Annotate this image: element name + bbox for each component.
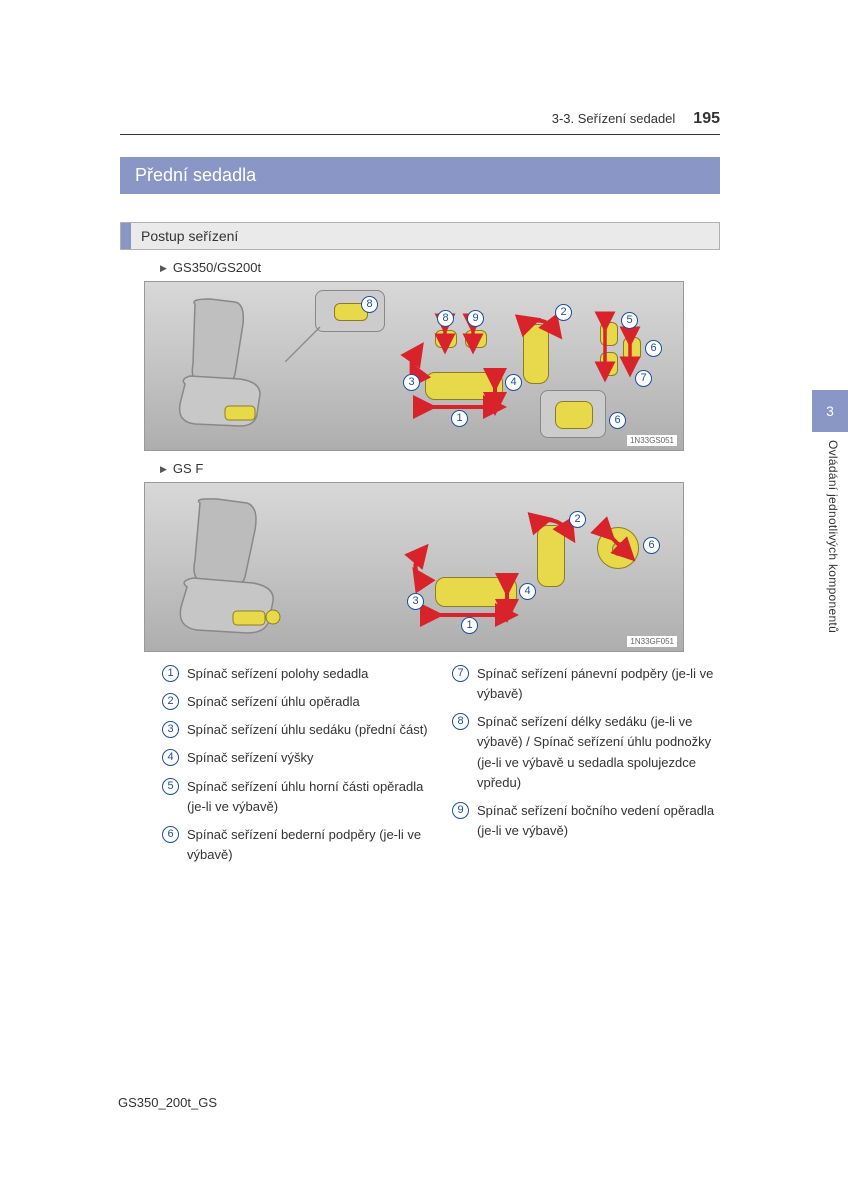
legend-num: 6 [162, 826, 179, 843]
model-label-1: GS350/GS200t [160, 260, 720, 275]
legend-text: Spínač seřízení bočního vedení opěradla … [477, 801, 720, 841]
legend-item: 1 Spínač seřízení polohy sedadla [162, 664, 430, 684]
legend-text: Spínač seřízení úhlu sedáku (přední část… [187, 720, 428, 740]
subheading-text: Postup seřízení [131, 223, 248, 249]
legend-text: Spínač seřízení pánevní podpěry (je-li v… [477, 664, 720, 704]
legend-text: Spínač seřízení polohy sedadla [187, 664, 368, 684]
callout-line [285, 322, 325, 362]
legend-item: 4 Spínač seřízení výšky [162, 748, 430, 768]
marker-8: 8 [361, 296, 378, 313]
chapter-title-vertical: Ovládání jednotlivých komponentů [826, 440, 840, 633]
legend-num: 1 [162, 665, 179, 682]
marker2-6: 6 [643, 537, 660, 554]
chapter-tab: 3 [812, 390, 848, 432]
footer-model: GS350_200t_GS [118, 1095, 217, 1110]
marker2-4: 4 [519, 583, 536, 600]
marker-6b: 6 [609, 412, 626, 429]
legend-item: 5 Spínač seřízení úhlu horní části opěrad… [162, 777, 430, 817]
legend-item: 6 Spínač seřízení bederní podpěry (je-li … [162, 825, 430, 865]
header-rule [120, 134, 720, 135]
section-label: 3-3. Seřízení sedadel [552, 111, 676, 126]
legend-num: 7 [452, 665, 469, 682]
marker-6a: 6 [645, 340, 662, 357]
marker2-1: 1 [461, 617, 478, 634]
legend-num: 2 [162, 693, 179, 710]
subheading-accent [121, 223, 131, 249]
marker-2: 2 [555, 304, 572, 321]
legend-col-left: 1 Spínač seřízení polohy sedadla 2 Spínač … [162, 664, 430, 873]
marker-5: 5 [621, 312, 638, 329]
page-number: 195 [693, 110, 720, 128]
chapter-number: 3 [826, 403, 834, 419]
legend-text: Spínač seřízení délky sedáku (je-li ve v… [477, 712, 720, 793]
legend-text: Spínač seřízení bederní podpěry (je-li v… [187, 825, 430, 865]
marker2-2: 2 [569, 511, 586, 528]
marker-3: 3 [403, 374, 420, 391]
legend-item: 3 Spínač seřízení úhlu sedáku (přední čás… [162, 720, 430, 740]
legend-num: 4 [162, 749, 179, 766]
legend-col-right: 7 Spínač seřízení pánevní podpěry (je-li … [452, 664, 720, 873]
legend-num: 8 [452, 713, 469, 730]
legend-text: Spínač seřízení úhlu opěradla [187, 692, 360, 712]
marker2-3: 3 [407, 593, 424, 610]
legend-num: 3 [162, 721, 179, 738]
legend-text: Spínač seřízení úhlu horní části opěradl… [187, 777, 430, 817]
legend-item: 7 Spínač seřízení pánevní podpěry (je-li … [452, 664, 720, 704]
diagram-ref-1: 1N33GS051 [627, 435, 677, 446]
marker-4: 4 [505, 374, 522, 391]
diagram-gsf: 3 1 4 2 6 1N33GF051 [144, 482, 684, 652]
legend-item: 2 Spínač seřízení úhlu opěradla [162, 692, 430, 712]
legend: 1 Spínač seřízení polohy sedadla 2 Spínač … [162, 664, 720, 873]
seat-icon-2 [165, 495, 305, 645]
subheading-bar: Postup seřízení [120, 222, 720, 250]
page-title: Přední sedadla [120, 157, 720, 194]
marker-7: 7 [635, 370, 652, 387]
legend-num: 5 [162, 778, 179, 795]
marker-1: 1 [451, 410, 468, 427]
marker-9: 9 [467, 310, 484, 327]
page-header: 3-3. Seřízení sedadel 195 [120, 110, 720, 128]
seat-icon [165, 294, 285, 439]
diagram-ref-2: 1N33GF051 [627, 636, 677, 647]
legend-item: 8 Spínač seřízení délky sedáku (je-li ve … [452, 712, 720, 793]
model-label-2: GS F [160, 461, 720, 476]
legend-num: 9 [452, 802, 469, 819]
diagram-gs350: 8 8 9 2 3 1 4 5 6 7 6 1N33GS051 [144, 281, 684, 451]
legend-item: 9 Spínač seřízení bočního vedení opěradla… [452, 801, 720, 841]
arrows-d2 [407, 513, 667, 643]
marker-8b: 8 [437, 310, 454, 327]
legend-text: Spínač seřízení výšky [187, 748, 313, 768]
